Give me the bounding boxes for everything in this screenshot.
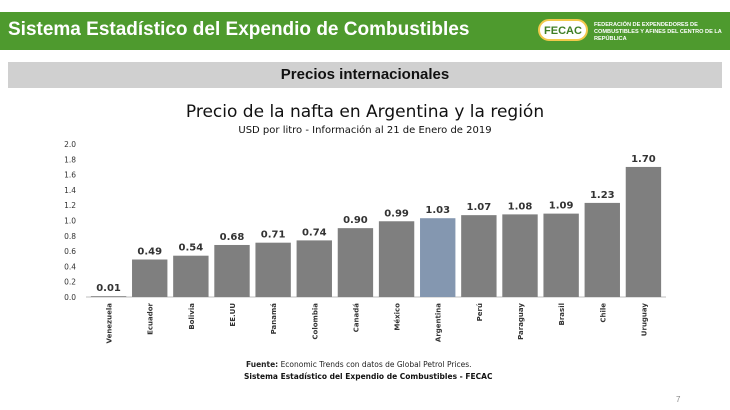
data-label: 1.09 <box>549 201 574 212</box>
data-label: 1.23 <box>590 190 615 201</box>
y-tick-label: 1.6 <box>64 171 76 180</box>
y-tick-label: 2.0 <box>64 140 76 149</box>
y-tick-label: 0.4 <box>64 262 76 271</box>
x-tick-label: Brasil <box>558 303 566 325</box>
data-label: 0.71 <box>261 230 286 241</box>
bar-brasil <box>543 213 579 297</box>
y-tick-label: 0.6 <box>64 247 76 256</box>
x-tick-label: Paraguay <box>517 303 525 340</box>
y-tick-label: 0.8 <box>64 232 76 241</box>
x-tick-label: Colombia <box>311 303 319 340</box>
bar-colombia <box>296 240 332 297</box>
data-label: 0.90 <box>343 215 368 226</box>
section-bar: Precios internacionales <box>8 62 722 88</box>
section-title: Precios internacionales <box>280 66 450 83</box>
data-label: 1.70 <box>631 154 656 165</box>
chart-subtitle: USD por litro - Información al 21 de Ene… <box>238 125 492 136</box>
x-tick-label: Bolivia <box>188 303 196 330</box>
x-tick-label: Chile <box>599 303 607 323</box>
data-label: 0.54 <box>179 243 204 254</box>
data-label: 0.68 <box>220 232 245 243</box>
x-tick-label: EE.UU <box>229 303 237 327</box>
data-label: 1.07 <box>467 202 492 213</box>
data-label: 0.01 <box>96 283 121 294</box>
bar-mxico <box>378 221 415 297</box>
y-tick-label: 1.8 <box>64 155 76 164</box>
x-tick-label: Ecuador <box>147 302 155 334</box>
logo-caption: FEDERACIÓN DE EXPENDEDORES DE COMBUSTIBL… <box>594 22 722 42</box>
data-label: 1.03 <box>425 205 450 216</box>
bar-panam <box>255 242 291 297</box>
footnote-label: Fuente: <box>246 360 279 369</box>
header-bar: Sistema Estadístico del Expendio de Comb… <box>0 12 730 50</box>
data-label: 1.08 <box>508 201 533 212</box>
x-tick-label: Venezuela <box>106 303 114 344</box>
x-tick-label: Argentina <box>435 303 443 342</box>
bar-chile <box>584 202 620 297</box>
bar-bolivia <box>173 255 209 297</box>
fecac-logo-text: FECAC <box>544 25 582 37</box>
page-number: 7 <box>676 395 681 404</box>
fecac-logo: FECAC <box>538 19 588 41</box>
y-tick-label: 1.4 <box>64 186 76 195</box>
data-label: 0.99 <box>384 208 409 219</box>
x-tick-label: Perú <box>476 303 484 321</box>
bar-venezuela <box>90 296 127 297</box>
data-label: 0.74 <box>302 227 327 238</box>
page-title: Sistema Estadístico del Expendio de Comb… <box>8 19 470 40</box>
x-tick-label: Panamá <box>270 303 278 335</box>
chart-title: Precio de la nafta en Argentina y la reg… <box>185 102 545 122</box>
bar-uruguay <box>625 166 662 297</box>
bar-argentina <box>420 218 456 297</box>
bar-ecuador <box>132 259 168 297</box>
data-label: 0.49 <box>137 247 162 258</box>
bar-canad <box>337 228 374 297</box>
x-tick-label: México <box>394 303 402 331</box>
footnote-credit: Sistema Estadístico del Expendio de Comb… <box>244 372 493 381</box>
x-tick-label: Uruguay <box>640 303 648 337</box>
y-tick-label: 0.0 <box>64 293 76 302</box>
footnote-text: Economic Trends con datos de Global Petr… <box>278 360 472 369</box>
footnote-source: Fuente: Economic Trends con datos de Glo… <box>246 360 472 369</box>
x-tick-label: Canadá <box>352 303 360 333</box>
y-tick-label: 1.2 <box>64 201 76 210</box>
y-tick-label: 0.2 <box>64 278 76 287</box>
bar-per <box>461 215 497 297</box>
y-tick-label: 1.0 <box>64 217 76 226</box>
bar-eeuu <box>214 244 250 297</box>
bar-paraguay <box>502 214 538 297</box>
